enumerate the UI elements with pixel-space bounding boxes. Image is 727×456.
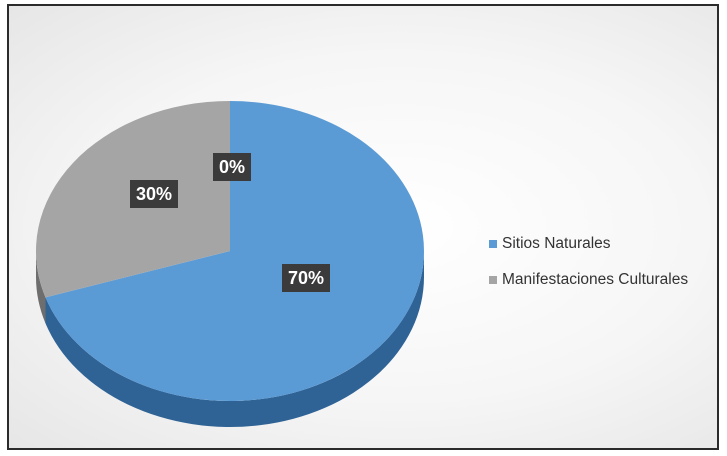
legend-swatch-manifestaciones-culturales: [489, 276, 497, 284]
legend-label: Sitios Naturales: [502, 235, 611, 252]
data-label-zero: 0%: [213, 153, 252, 181]
legend-label: Manifestaciones Culturales: [502, 271, 689, 288]
legend: Sitios Naturales Manifestaciones Cultura…: [489, 233, 688, 305]
pie-side-group: [36, 251, 425, 427]
legend-swatch-sitios-naturales: [489, 240, 497, 248]
legend-item-manifestaciones-culturales: Manifestaciones Culturales: [489, 269, 688, 291]
legend-item-sitios-naturales: Sitios Naturales: [489, 233, 688, 255]
pie-slice-side-manifestaciones-culturales: [36, 251, 46, 324]
pie-slice-sitios-naturales: [45, 101, 424, 401]
pie-slice-side-sitios-naturales: [45, 251, 425, 427]
pie-top-group: [35, 101, 424, 401]
chart-frame: 70% 30% 0% Sitios Naturales Manifestacio…: [7, 4, 719, 450]
data-label-manifestaciones-culturales: 30%: [130, 180, 179, 208]
pie-chart: [35, 101, 425, 427]
data-label-sitios-naturales: 70%: [282, 264, 331, 292]
